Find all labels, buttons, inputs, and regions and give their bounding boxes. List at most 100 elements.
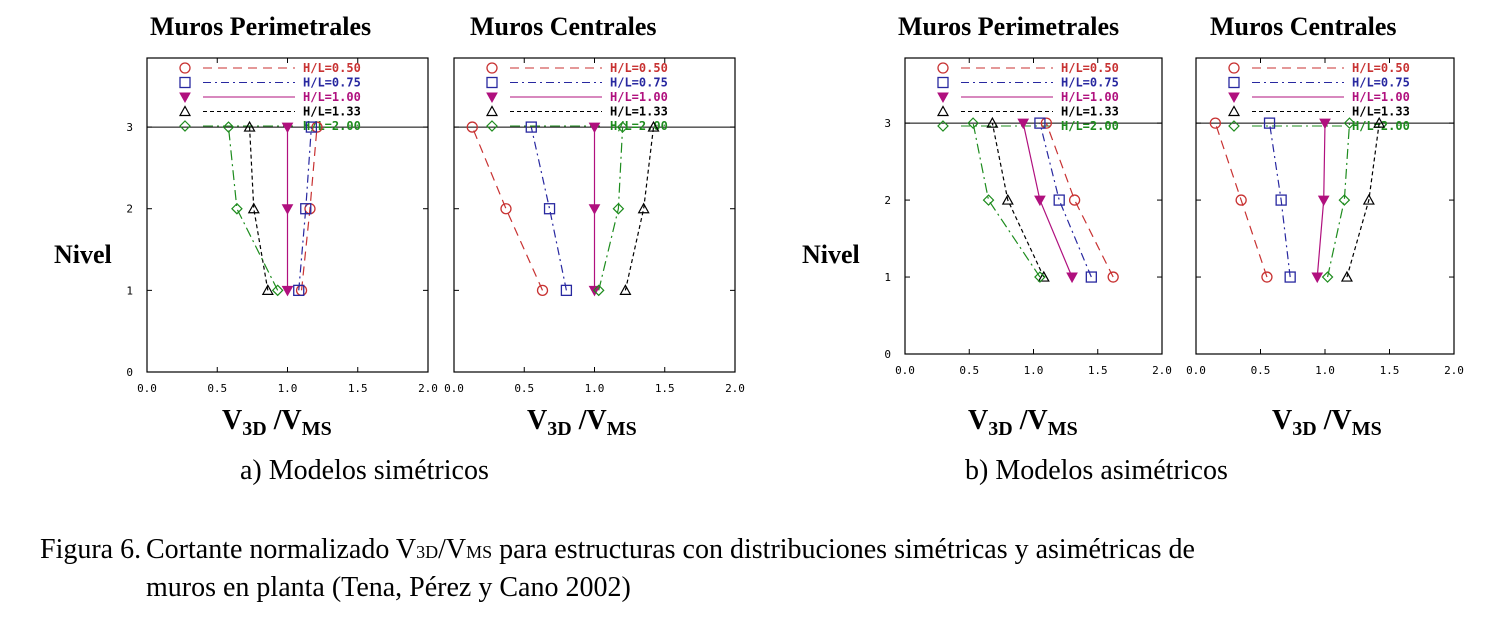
x-tick-label-4-1: 0.5 [1251, 364, 1271, 377]
y-axis-label-b: Nivel [802, 240, 860, 269]
x-tick-label-3-2: 1.0 [1024, 364, 1044, 377]
series-point-1-2-1 [281, 204, 294, 215]
series-point-3-3-1 [1001, 193, 1014, 205]
series-point-2-2-1 [588, 204, 601, 215]
series-point-4-1-1 [1275, 194, 1287, 206]
legend-marker-3-3 [936, 105, 950, 117]
series-point-1-1-2 [305, 121, 318, 133]
x-tick-label-4-0: 0.0 [1186, 364, 1206, 377]
series-point-3-0-1 [1068, 194, 1081, 206]
plot-frame-3 [904, 57, 1163, 355]
x-tick-label-4-4: 2.0 [1444, 364, 1464, 377]
series-point-3-3-0 [1037, 270, 1050, 282]
x-tick-label-1-3: 1.5 [348, 382, 368, 395]
series-line-3-3 [991, 123, 1045, 278]
x-tick-label-3-4: 2.0 [1152, 364, 1172, 377]
series-point-1-4-0 [271, 284, 284, 297]
series-point-3-1-0 [1085, 271, 1097, 283]
series-point-3-2-2 [1017, 118, 1030, 130]
legend-marker-4-2 [1228, 92, 1240, 104]
y-tick-label-3-0: 0 [884, 348, 891, 361]
panel-2-title: Muros Centrales [470, 12, 657, 41]
legend-marker-2-3 [485, 105, 499, 117]
series-point-4-2-2 [1319, 118, 1331, 130]
series-point-4-4-0 [1321, 271, 1334, 283]
series-point-2-3-2 [647, 120, 660, 132]
series-point-1-3-1 [247, 202, 260, 214]
legend-label-4-1: H/L=0.75 [1352, 76, 1410, 90]
series-point-3-4-0 [1034, 271, 1046, 283]
x-tick-label-1-0: 0.0 [137, 382, 157, 395]
series-point-1-4-2 [222, 121, 235, 133]
series-point-4-1-2 [1263, 117, 1276, 129]
x-axis-label-4: V3D /VMS [1272, 405, 1382, 440]
legend-label-1-0: H/L=0.50 [303, 61, 361, 75]
y-tick-label-1-2: 2 [126, 203, 133, 216]
series-point-3-2-1 [1034, 195, 1046, 207]
series-line-4-1 [1268, 123, 1291, 278]
series-point-4-3-1 [1362, 193, 1375, 205]
figure-caption-line-1: Figura 6. Cortante normalizado V3D/VMS pa… [40, 532, 1460, 570]
y-tick-label-3-2: 2 [884, 194, 891, 207]
legend-label-3-3: H/L=1.33 [1061, 105, 1119, 119]
legend-label-1-2: H/L=1.00 [303, 90, 361, 104]
legend-marker-1-2 [179, 92, 191, 104]
legend-marker-1-4 [179, 120, 191, 132]
series-point-2-1-2 [525, 121, 537, 133]
legend-marker-4-3 [1227, 105, 1241, 117]
panel-1-title: Muros Perimetrales [150, 12, 372, 41]
series-point-3-0-2 [1040, 117, 1052, 129]
series-point-2-4-2 [616, 121, 629, 133]
series-point-3-0-0 [1107, 271, 1119, 283]
legend-label-4-2: H/L=1.00 [1352, 90, 1410, 104]
legend-label-1-3: H/L=1.33 [303, 105, 361, 119]
x-tick-label-2-2: 1.0 [585, 382, 605, 395]
series-point-2-4-0 [592, 284, 605, 297]
y-axis-label-a: Nivel [54, 240, 112, 269]
legend-label-1-1: H/L=0.75 [303, 76, 361, 90]
x-tick-label-1-1: 0.5 [207, 382, 227, 395]
legend-label-3-4: H/L=2.00 [1061, 119, 1119, 133]
panel-4-title: Muros Centrales [1210, 12, 1397, 41]
series-point-2-1-0 [560, 284, 573, 297]
series-point-1-4-1 [231, 202, 243, 215]
series-line-1-0 [300, 127, 318, 291]
y-tick-label-3-3: 3 [884, 117, 891, 130]
series-line-4-3 [1346, 123, 1380, 278]
series-point-4-0-0 [1261, 271, 1273, 283]
series-point-4-0-1 [1235, 194, 1247, 206]
series-point-1-2-0 [281, 285, 294, 297]
figure-caption: Figura 6. Cortante normalizado V3D/VMS pa… [40, 532, 1460, 606]
series-point-2-0-0 [536, 284, 549, 297]
legend-label-2-3: H/L=1.33 [610, 105, 668, 119]
figure-caption-line-2: muros en planta (Tena, Pérez y Cano 2002… [146, 572, 631, 603]
series-point-1-3-2 [243, 120, 256, 132]
group-caption-b: b) Modelos asimétricos [965, 455, 1228, 486]
legend-label-4-4: H/L=2.00 [1352, 119, 1410, 133]
series-point-1-1-0 [293, 284, 305, 297]
legend-marker-4-4 [1228, 120, 1240, 132]
x-axis-label-2: V3D /VMS [527, 405, 637, 440]
legend-marker-3-4 [937, 120, 949, 132]
legend-marker-2-2 [486, 92, 498, 104]
legend-label-3-0: H/L=0.50 [1061, 61, 1119, 75]
legend-marker-4-1 [1228, 76, 1240, 89]
series-line-4-0 [1214, 122, 1268, 278]
x-tick-label-3-1: 0.5 [959, 364, 979, 377]
legend-label-4-3: H/L=1.33 [1352, 105, 1410, 119]
series-point-2-3-1 [637, 202, 650, 214]
x-tick-label-1-4: 2.0 [418, 382, 438, 395]
series-point-4-4-1 [1338, 194, 1351, 206]
series-point-4-3-0 [1340, 270, 1353, 282]
legend-marker-3-1 [937, 76, 949, 89]
x-tick-label-4-3: 1.5 [1380, 364, 1400, 377]
x-tick-label-2-3: 1.5 [655, 382, 675, 395]
x-axis-label-3: V3D /VMS [968, 405, 1078, 440]
series-point-1-1-1 [300, 203, 312, 215]
series-point-3-3-2 [986, 116, 999, 128]
series-point-3-1-2 [1034, 117, 1046, 129]
series-point-2-3-0 [619, 284, 632, 295]
series-line-3-0 [1045, 122, 1114, 278]
plot-frame-4 [1195, 57, 1455, 355]
legend-marker-2-1 [486, 76, 498, 89]
